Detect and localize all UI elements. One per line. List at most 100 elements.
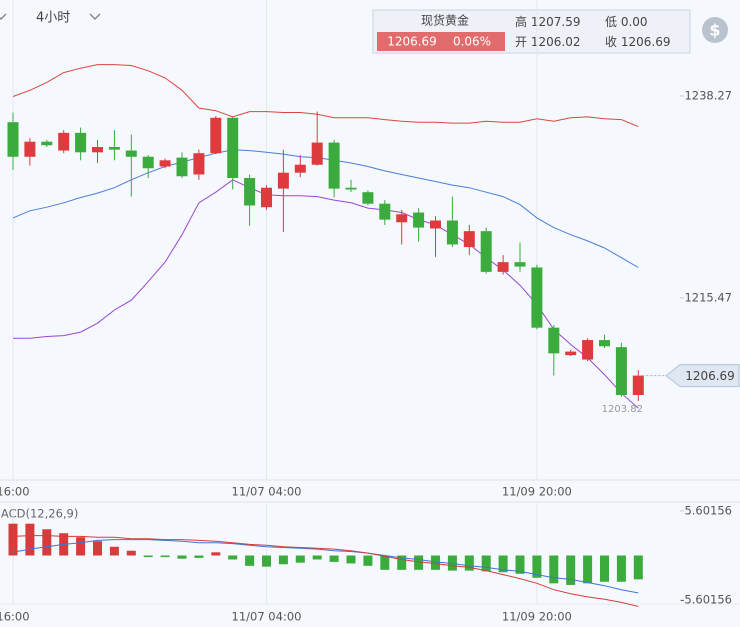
stat-value: 1206.02 [531,35,581,49]
candle [7,112,19,171]
candle-body [345,187,357,190]
candle [531,264,543,330]
histogram-bar [25,523,35,556]
candle-body [92,147,103,153]
histogram-bar [262,555,271,567]
stat-label: 收 [605,35,617,49]
candle [615,342,627,397]
y-tick-label: 1238.27 [684,88,732,102]
candle [41,139,53,148]
histogram-bar [329,555,339,562]
min-marker: 1203.82 [602,404,643,415]
candle-body [142,156,154,169]
candle-body [294,164,306,173]
candle-body [582,340,594,360]
candle [311,111,323,166]
candle [362,190,374,206]
candle [244,174,256,226]
currency-icon[interactable] [702,17,728,43]
histogram-bar [397,555,407,570]
dropdown-chevron[interactable] [89,13,101,21]
candle-body [396,214,408,223]
x-tick-label: 16:00 [0,610,30,624]
dropdown-chevron[interactable] [0,13,7,21]
candle [210,116,222,155]
candle [294,154,306,178]
candle [328,139,340,198]
candle-body [446,220,458,245]
histogram-bar [312,555,322,560]
stat-label: 高 [515,14,527,29]
histogram-bar [245,555,255,566]
candle [599,334,610,349]
last-price-label: 1206.69 [685,369,735,383]
candle [497,255,509,275]
indicator-line [13,179,639,409]
candle-body [75,132,87,153]
candle [227,116,239,190]
histogram-bar [76,537,86,556]
indicator-line [12,539,639,594]
candle [430,216,441,257]
histogram-bar [278,555,288,565]
candle-body [193,153,205,175]
candle-body [159,160,171,167]
histogram-bar [295,555,305,563]
change: 0.06% [453,35,491,49]
currency-symbol[interactable]: $ [709,21,720,40]
candle [75,127,87,161]
candle [582,338,594,362]
candle [480,227,492,274]
timeframe[interactable]: 4小时 [36,11,70,26]
candle-body [599,340,610,347]
x-tick-label: 11/07 04:00 [232,610,302,624]
histogram-bar [93,541,102,556]
histogram-bar [549,555,559,584]
candle-body [277,172,289,189]
y-tick-label: 5.60156 [684,503,732,517]
candle-body [430,220,441,229]
candle-body [413,212,425,228]
histogram-bar [143,555,153,558]
candle [396,209,408,245]
candle-body [244,178,256,206]
candle-body [362,192,374,204]
candle-body [125,150,137,157]
candle [413,208,425,242]
candle-body [632,375,644,395]
candle-body [58,132,70,151]
candle-body [7,122,19,157]
histogram-bar [498,555,508,573]
stat-label: 低 [605,15,617,29]
candle [108,130,120,161]
histogram-bar [126,550,136,556]
candle-body [176,157,188,177]
x-tick-label: 11/07 04:00 [232,485,302,499]
histogram-bar [211,552,221,556]
candle-body [548,327,560,354]
indicator-line [12,64,639,128]
candle [125,134,137,197]
candle-body [41,141,53,146]
timeframe-selector[interactable]: 4小时 [0,11,101,26]
candle-body [108,147,120,150]
candle [92,139,103,163]
candle [159,158,171,169]
candle [565,349,577,357]
stat-label: 开 [515,35,527,49]
candle [24,138,36,166]
candle [142,154,154,179]
histogram-bar [109,546,119,556]
histogram-bar [160,555,170,558]
stat-close: 收 1206.69 [605,35,670,49]
histogram-bar [464,555,474,571]
stat-value: 0.00 [621,15,648,29]
currency-button[interactable]: $ [702,17,728,43]
candle-body [463,231,475,248]
histogram-bar [481,555,491,572]
histogram-bar [8,523,18,556]
candle-body [615,347,627,395]
instrument-name: 现货黄金 [421,13,469,28]
